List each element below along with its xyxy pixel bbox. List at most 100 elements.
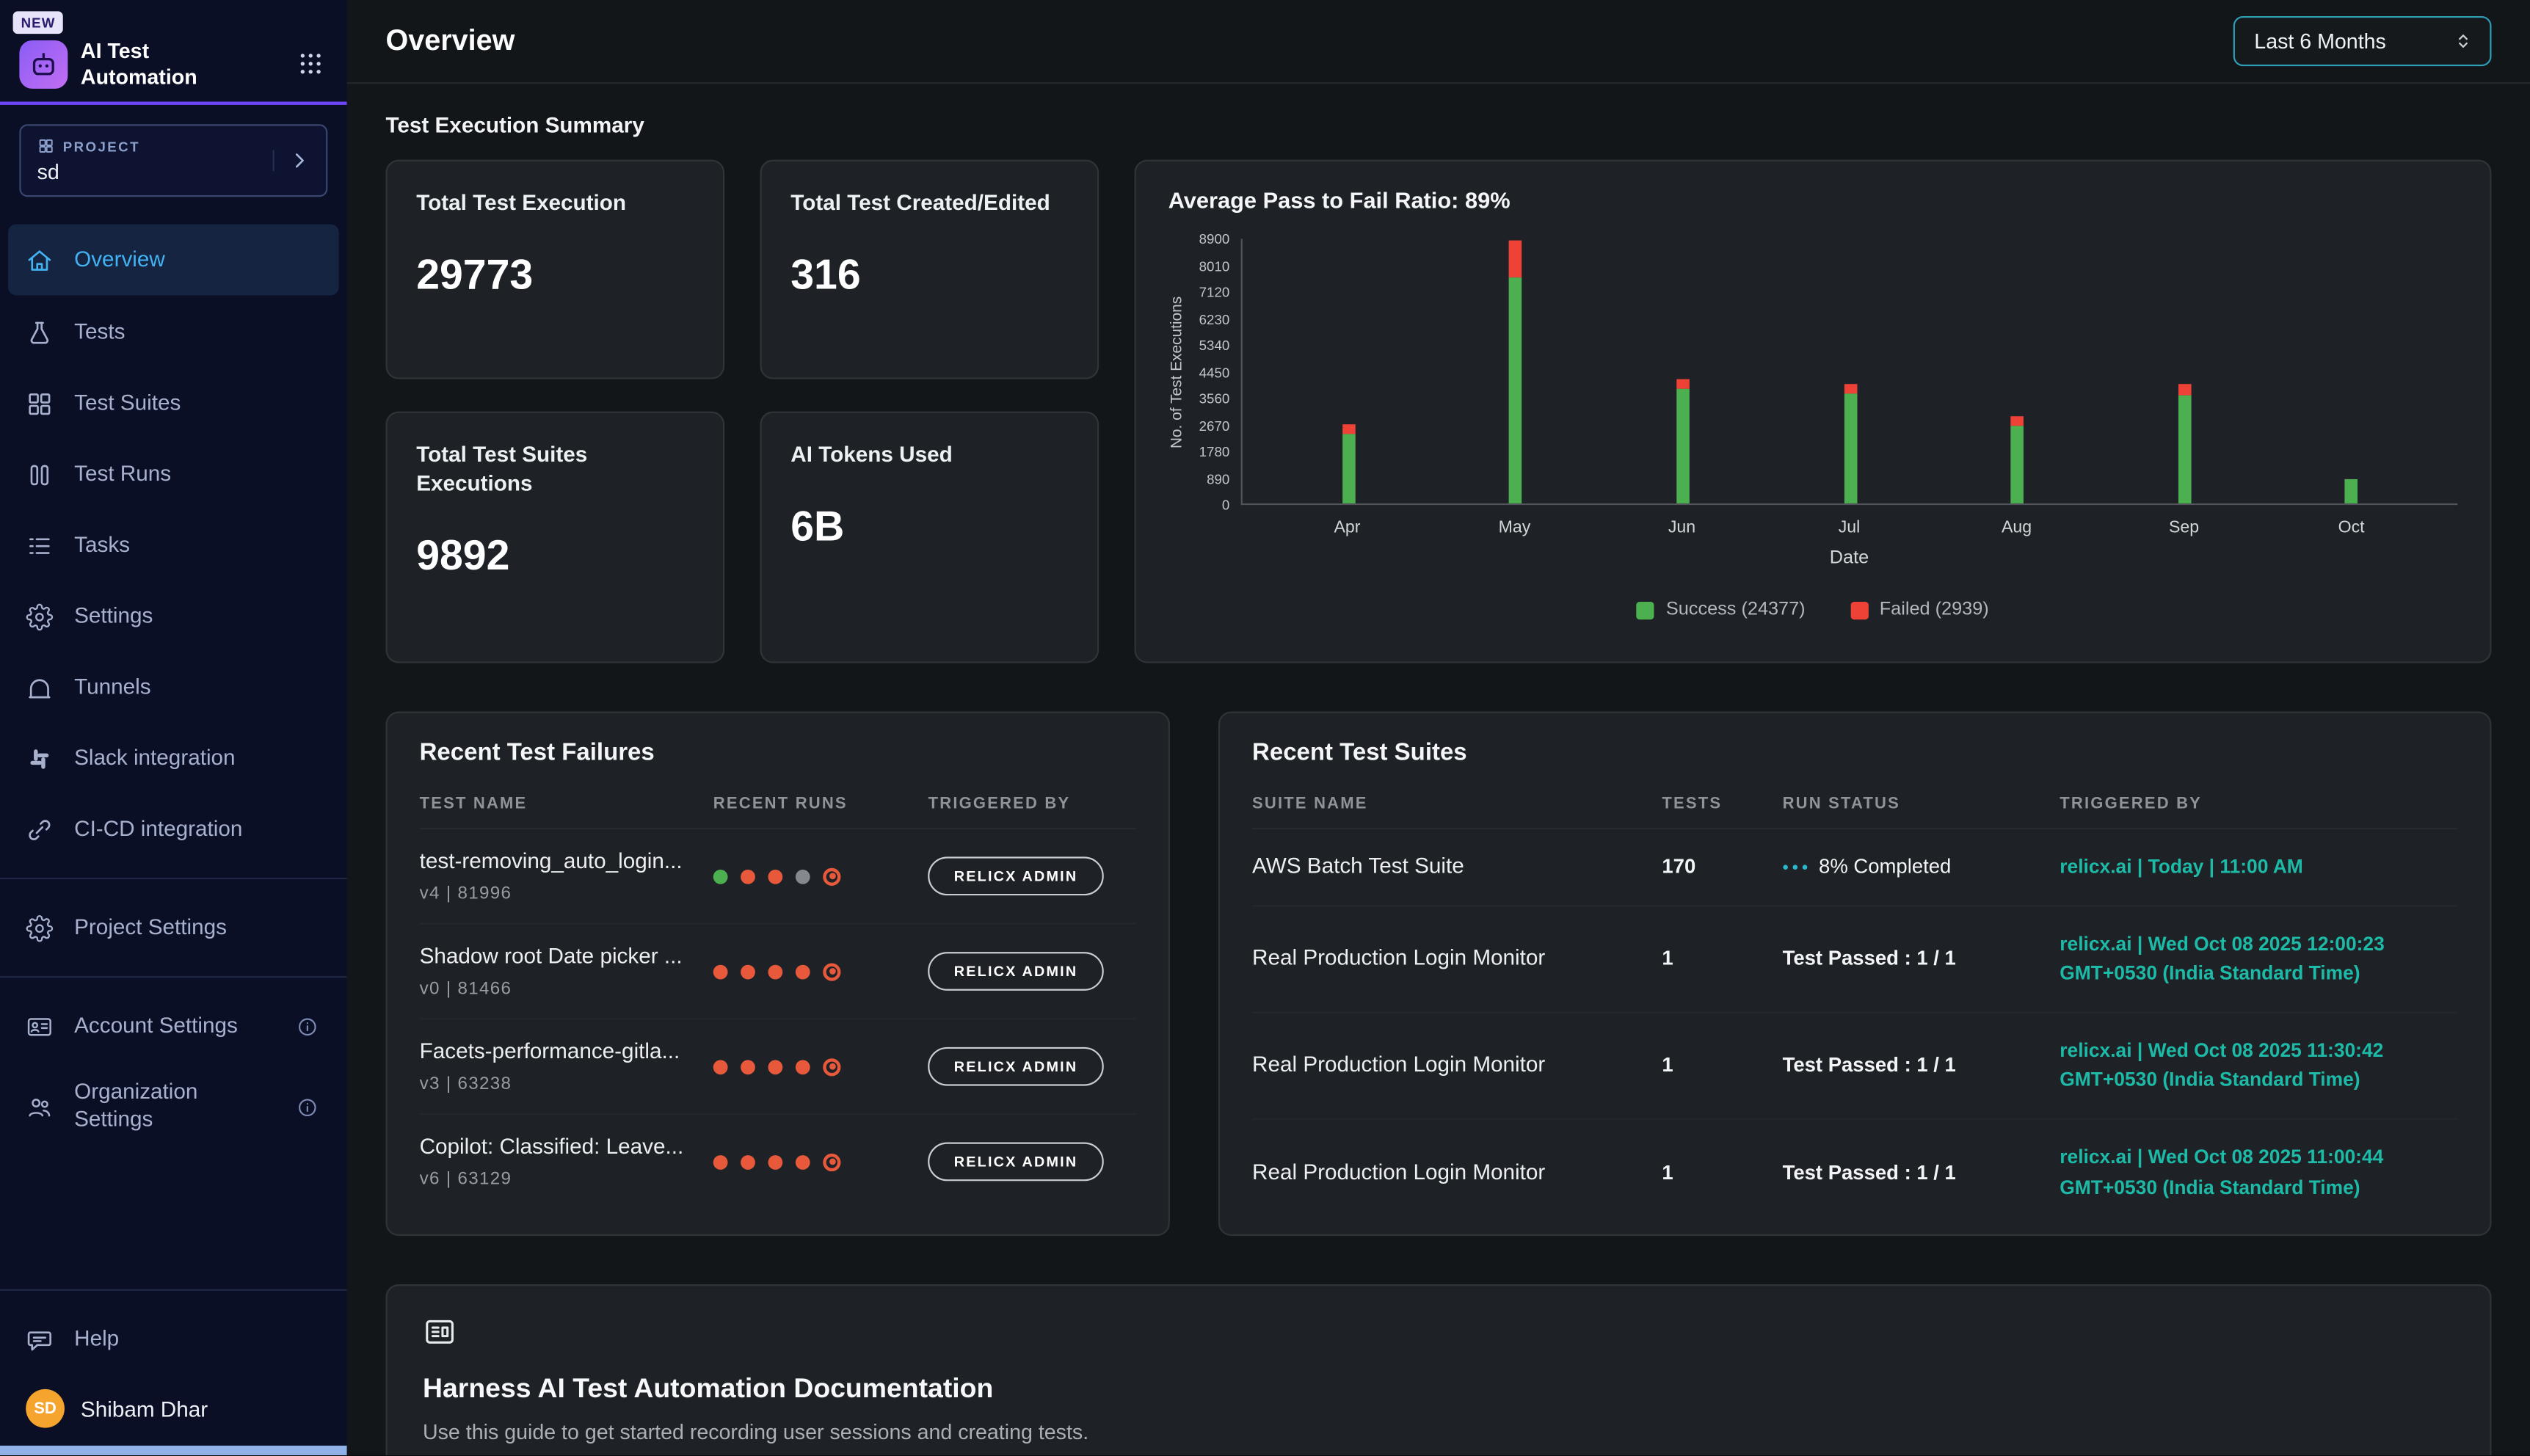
- main-area: Overview Last 6 Months Test Execution Su…: [346, 0, 2530, 1456]
- test-name[interactable]: Facets-performance-gitla...: [419, 1038, 680, 1063]
- y-tick-label: 5340: [1199, 337, 1230, 354]
- bar-Apr: [1265, 425, 1433, 503]
- home-icon: [28, 250, 51, 271]
- table-row[interactable]: test-removing_auto_login... v4 | 81996 R…: [419, 829, 1136, 925]
- run-status-dot-failed: [768, 964, 783, 979]
- chart-title: Average Pass to Fail Ratio: 89%: [1168, 187, 1511, 214]
- triggered-by-button[interactable]: RELICX ADMIN: [928, 1142, 1104, 1182]
- suite-name[interactable]: Real Production Login Monitor: [1252, 1159, 1546, 1184]
- sidebar-item-slack-integration[interactable]: Slack integration: [0, 723, 347, 794]
- table-header: SUITE NAME TESTS RUN STATUS TRIGGERED BY: [1252, 786, 2458, 830]
- sidebar-item-test-runs[interactable]: Test Runs: [0, 439, 347, 510]
- select-arrows-icon: [2459, 34, 2468, 48]
- x-axis-label: Date: [1829, 548, 1869, 568]
- test-version-id: v4 | 81996: [419, 884, 512, 904]
- test-name[interactable]: Shadow root Date picker ...: [419, 944, 683, 969]
- y-tick-label: 2670: [1199, 417, 1230, 434]
- sidebar-item-cicd-integration[interactable]: CI-CD integration: [0, 794, 347, 865]
- y-axis-ticks: 0 890 1780 2670 3560 4450 5340 6230 7120 8010 8900: [1186, 232, 1241, 512]
- run-status-dot-failed: [713, 1154, 728, 1169]
- sidebar-nav: Overview Tests Test Suites Test Runs Tas…: [0, 223, 347, 1152]
- suite-tests-count: 1: [1662, 1054, 1673, 1077]
- table-row[interactable]: Real Production Login Monitor 1 Test Pas…: [1252, 1013, 2458, 1120]
- sidebar-item-tasks[interactable]: Tasks: [0, 510, 347, 581]
- recent-run-dots[interactable]: [713, 962, 928, 980]
- page-title: Overview: [385, 23, 515, 57]
- sidebar-bottom: Help SD Shibam Dhar: [0, 1276, 347, 1456]
- triggered-by-button[interactable]: RELICX ADMIN: [928, 1046, 1104, 1086]
- sidebar-item-label: Settings: [74, 603, 153, 627]
- table-row[interactable]: AWS Batch Test Suite 170 8% Completed re…: [1252, 829, 2458, 906]
- chevron-right-icon[interactable]: [272, 150, 310, 172]
- test-version-id: v6 | 63129: [419, 1169, 512, 1190]
- suite-name[interactable]: Real Production Login Monitor: [1252, 945, 1546, 970]
- suite-name[interactable]: Real Production Login Monitor: [1252, 1052, 1546, 1077]
- suite-name[interactable]: AWS Batch Test Suite: [1252, 853, 1464, 878]
- table-row[interactable]: Copilot: Classified: Leave... v6 | 63129…: [420, 1115, 1136, 1209]
- y-tick-label: 0: [1221, 497, 1230, 514]
- recent-test-failures-card: Recent Test Failures TEST NAME RECENT RU…: [385, 711, 1170, 1237]
- triggered-by-link[interactable]: relicx.ai | Wed Oct 08 2025 11:30:42 GMT…: [2060, 1038, 2384, 1092]
- run-status-dot-failed: [741, 1154, 755, 1169]
- project-selector[interactable]: PROJECT sd: [19, 124, 328, 197]
- column-header: TESTS: [1662, 795, 1723, 814]
- card-title: Recent Test Failures: [419, 738, 655, 767]
- table-row[interactable]: Facets-performance-gitla... v3 | 63238 R…: [419, 1019, 1136, 1115]
- sidebar-item-test-suites[interactable]: Test Suites: [0, 368, 347, 440]
- user-profile[interactable]: SD Shibam Dhar: [0, 1375, 347, 1446]
- test-name[interactable]: Copilot: Classified: Leave...: [419, 1134, 684, 1159]
- triggered-by-link[interactable]: relicx.ai | Wed Oct 08 2025 11:00:44 GMT…: [2060, 1145, 2384, 1198]
- project-value: sd: [37, 160, 59, 185]
- sidebar-item-project-settings[interactable]: Project Settings: [0, 892, 347, 964]
- column-header: SUITE NAME: [1252, 795, 1368, 814]
- sidebar-item-tests[interactable]: Tests: [0, 297, 347, 368]
- y-tick-label: 4450: [1199, 363, 1230, 380]
- suite-tests-count: 170: [1662, 855, 1696, 878]
- sidebar-item-overview[interactable]: Overview: [7, 225, 339, 296]
- test-name[interactable]: test-removing_auto_login...: [419, 848, 683, 873]
- progress-ellipsis-icon: [1782, 864, 1808, 870]
- table-row[interactable]: Shadow root Date picker ... v0 | 81466 R…: [419, 925, 1136, 1020]
- avatar: SD: [26, 1388, 65, 1428]
- run-status-dot-failed: [795, 964, 810, 979]
- run-status: Test Passed : 1 / 1: [1782, 1054, 1956, 1077]
- triggered-by-button[interactable]: RELICX ADMIN: [928, 952, 1104, 991]
- table-header: TEST NAME RECENT RUNS TRIGGERED BY: [419, 786, 1136, 830]
- slack-icon: [30, 749, 49, 768]
- triggered-by-link[interactable]: relicx.ai | Wed Oct 08 2025 12:00:23 GMT…: [2060, 931, 2385, 985]
- sidebar-item-label: Help: [74, 1325, 120, 1350]
- legend-item: Failed (2939): [1850, 600, 1989, 619]
- bar-Sep: [2101, 383, 2268, 503]
- recent-run-dots[interactable]: [713, 1058, 928, 1076]
- gear-icon: [26, 603, 54, 630]
- sidebar-item-settings[interactable]: Settings: [0, 581, 347, 652]
- sidebar-item-account-settings[interactable]: Account Settings: [0, 991, 347, 1062]
- divider: [0, 878, 347, 880]
- y-tick-label: 3560: [1199, 390, 1230, 407]
- recent-run-dots[interactable]: [713, 867, 928, 885]
- docs-description: Use this guide to get started recording …: [423, 1420, 1089, 1445]
- sidebar-item-tunnels[interactable]: Tunnels: [0, 652, 347, 724]
- sidebar-item-organization-settings[interactable]: Organization Settings: [0, 1062, 347, 1152]
- stat-label: Total Test Created/Edited: [790, 190, 1050, 215]
- tunnel-icon: [29, 678, 51, 698]
- info-icon[interactable]: [294, 1096, 321, 1118]
- sidebar-item-label: Slack integration: [74, 745, 236, 770]
- run-status-dot-failed: [768, 1059, 783, 1074]
- apps-grid-icon[interactable]: [291, 44, 331, 84]
- table-row[interactable]: Real Production Login Monitor 1 Test Pas…: [1252, 1120, 2457, 1225]
- y-tick-label: 890: [1207, 470, 1230, 487]
- triggered-by-link[interactable]: relicx.ai | Today | 11:00 AM: [2060, 855, 2303, 878]
- run-status: Test Passed : 1 / 1: [1782, 1160, 1956, 1184]
- sidebar-item-label: Overview: [74, 246, 165, 271]
- triggered-by-button[interactable]: RELICX ADMIN: [928, 856, 1104, 896]
- time-range-select[interactable]: Last 6 Months: [2233, 15, 2492, 67]
- new-badge: NEW: [12, 11, 64, 34]
- stat-value: 9892: [416, 531, 510, 580]
- info-icon[interactable]: [294, 1016, 321, 1037]
- sidebar-item-help[interactable]: Help: [0, 1303, 347, 1375]
- tables-grid: Recent Test Failures TEST NAME RECENT RU…: [385, 711, 2492, 1237]
- recent-run-dots[interactable]: [713, 1152, 928, 1171]
- table-row[interactable]: Real Production Login Monitor 1 Test Pas…: [1252, 906, 2458, 1013]
